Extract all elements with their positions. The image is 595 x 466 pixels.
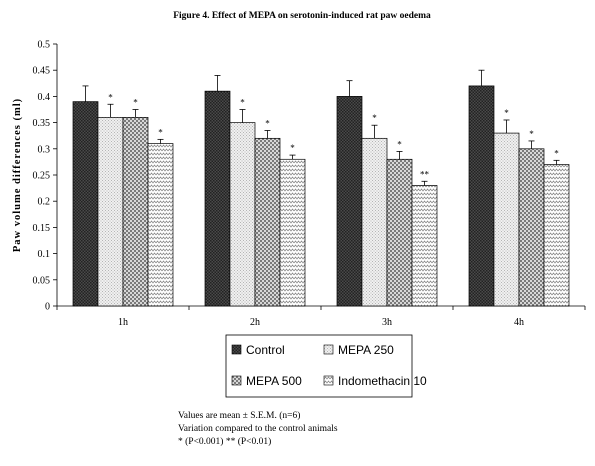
legend-label-indomethacin: Indomethacin 10 (338, 374, 427, 388)
y-tick-label: 0.3 (38, 144, 51, 155)
legend-swatch-mepa250 (323, 344, 334, 355)
significance-mark: * (554, 148, 559, 158)
bar-mepa500 (122, 117, 149, 307)
significance-mark: * (397, 139, 402, 149)
significance-mark: * (372, 113, 377, 123)
note-values: Values are mean ± S.E.M. (n=6) (178, 411, 301, 421)
y-tick-label: 0.35 (33, 118, 51, 129)
x-tick-label: 4h (514, 317, 524, 328)
significance-mark: * (504, 108, 509, 118)
bar-indomethacin (411, 185, 438, 307)
significance-mark: * (108, 92, 113, 102)
bar-control (336, 96, 363, 307)
figure-notes: Values are mean ± S.E.M. (n=6) Variation… (178, 410, 338, 449)
y-tick-label: 0.15 (33, 223, 51, 234)
x-tick-label: 3h (382, 317, 392, 328)
significance-mark: * (265, 118, 270, 128)
bar-mepa500 (518, 148, 545, 307)
legend-label-mepa500: MEPA 500 (246, 374, 302, 388)
y-tick-label: 0.1 (38, 249, 51, 260)
bar-control (72, 101, 99, 307)
bar-mepa250 (97, 117, 124, 307)
legend-swatch-mepa500 (231, 375, 242, 386)
significance-mark: * (529, 129, 534, 139)
note-variation: Variation compared to the control animal… (178, 424, 338, 434)
y-tick-label: 0.05 (33, 275, 51, 286)
y-tick-label: 0.2 (38, 197, 51, 208)
x-tick-label: 2h (250, 317, 260, 328)
bar-mepa250 (361, 137, 388, 307)
legend-box (225, 334, 413, 398)
legend: Control MEPA 250 MEPA 500 Indomethacin 1… (225, 334, 427, 398)
legend-swatch-indomethacin (323, 375, 334, 386)
x-tick-label: 1h (118, 317, 128, 328)
bar-mepa250 (229, 122, 256, 307)
bar-indomethacin (279, 158, 306, 307)
bar-mepa500 (254, 137, 281, 307)
legend-swatch-control (231, 344, 242, 355)
significance-mark: * (290, 143, 295, 153)
bar-control (468, 85, 495, 307)
significance-mark: ** (420, 169, 430, 179)
bar-mepa500 (386, 158, 413, 307)
y-tick-label: 0 (45, 302, 50, 313)
bar-mepa250 (493, 132, 520, 307)
significance-mark: * (158, 127, 163, 137)
significance-mark: * (133, 98, 138, 108)
legend-label-control: Control (246, 343, 285, 357)
y-tick-label: 0.25 (33, 171, 51, 182)
y-tick-label: 0.5 (38, 40, 51, 51)
bar-control (204, 90, 231, 307)
y-tick-label: 0.4 (38, 92, 51, 103)
y-axis-label: Paw volume differences (ml) (12, 98, 23, 252)
bar-indomethacin (543, 164, 570, 307)
bar-indomethacin (147, 143, 174, 307)
note-significance: * (P<0.001) ** (P<0.01) (178, 437, 272, 447)
y-tick-label: 0.45 (33, 66, 51, 77)
significance-mark: * (240, 98, 245, 108)
chart-title: Figure 4. Effect of MEPA on serotonin-in… (173, 11, 431, 21)
legend-label-mepa250: MEPA 250 (338, 343, 394, 357)
